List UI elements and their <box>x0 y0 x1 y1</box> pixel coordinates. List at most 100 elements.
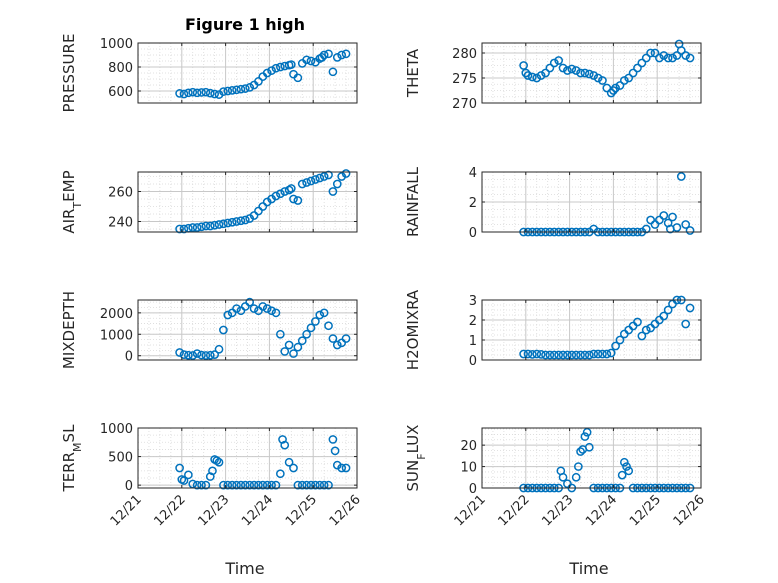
data-point <box>280 440 290 450</box>
data-point <box>227 217 237 227</box>
data-point <box>232 304 241 313</box>
data-point <box>580 350 590 360</box>
data-point <box>214 220 224 229</box>
data-point <box>668 212 677 222</box>
data-point <box>549 350 559 360</box>
data-point <box>175 463 184 473</box>
data-point <box>210 350 219 359</box>
data-point <box>302 480 311 490</box>
data-point <box>184 470 193 480</box>
data-point <box>624 73 634 83</box>
data-point <box>240 215 250 225</box>
data-point <box>582 427 592 437</box>
data-point <box>611 83 620 93</box>
y-axis-label: MIXDEPTH <box>60 291 78 369</box>
data-point <box>663 53 673 63</box>
data-point <box>302 178 311 187</box>
data-point <box>541 350 550 360</box>
data-point <box>633 317 642 327</box>
data-point <box>286 184 296 193</box>
data-point <box>615 335 625 345</box>
x-tick-label: 12/21 <box>452 492 489 529</box>
data-point <box>188 87 198 97</box>
y-axis-label: TERRMSL <box>60 424 84 493</box>
y-tick-label: 2 <box>469 314 477 329</box>
data-point <box>258 480 268 490</box>
data-point <box>249 211 259 220</box>
data-point <box>532 73 542 83</box>
data-point <box>240 302 250 311</box>
data-point <box>554 350 564 360</box>
data-point <box>293 480 303 490</box>
data-point <box>179 89 189 99</box>
data-point <box>188 351 198 360</box>
data-point <box>245 83 255 92</box>
data-point <box>650 220 660 229</box>
data-point <box>311 317 320 326</box>
x-tick-label: 12/21 <box>108 492 145 529</box>
data-point <box>289 463 298 473</box>
data-point <box>315 480 325 490</box>
data-point <box>672 51 682 60</box>
data-point <box>620 457 629 467</box>
data-point <box>276 189 285 199</box>
data-point <box>606 88 616 98</box>
data-point <box>567 350 577 360</box>
data-point <box>685 303 695 313</box>
data-point <box>201 87 211 97</box>
data-point <box>637 58 647 68</box>
data-point <box>284 457 294 467</box>
data-point <box>271 480 281 490</box>
data-point <box>567 64 577 74</box>
x-tick-label: 12/25 <box>627 492 664 529</box>
data-point <box>650 48 660 58</box>
data-point <box>528 350 537 359</box>
data-point <box>306 176 316 186</box>
x-tick-label: 12/26 <box>671 492 708 529</box>
data-point <box>558 472 568 482</box>
data-point <box>337 463 347 473</box>
data-point <box>245 480 255 490</box>
data-point <box>219 480 228 490</box>
data-point <box>306 323 316 333</box>
data-point <box>545 350 555 360</box>
data-point <box>563 66 572 75</box>
data-point <box>219 87 228 96</box>
x-tick-label: 12/23 <box>539 492 576 529</box>
data-point <box>685 53 695 63</box>
data-point <box>536 350 546 359</box>
data-point <box>584 350 594 360</box>
y-axis-label: PRESSURE <box>60 34 78 113</box>
x-tick-label: 12/23 <box>195 492 232 529</box>
data-point <box>179 476 189 485</box>
data-point <box>571 350 581 360</box>
data-point <box>606 348 616 358</box>
data-point <box>223 310 233 320</box>
data-point <box>319 172 329 181</box>
data-point <box>341 463 351 473</box>
data-point <box>576 68 585 78</box>
data-point <box>332 179 342 189</box>
y-axis-label: THETA <box>404 48 422 98</box>
data-point <box>205 88 215 98</box>
data-point <box>521 68 531 78</box>
y-tick-label: 0 <box>469 482 477 497</box>
data-point <box>210 220 219 230</box>
data-point <box>293 196 303 205</box>
data-point <box>676 172 686 181</box>
data-point <box>574 462 583 471</box>
data-point <box>558 350 568 360</box>
data-point <box>633 63 642 73</box>
y-tick-label: 0 <box>469 226 477 241</box>
data-point <box>254 306 263 316</box>
y-axis-label: H2OMIXRA <box>404 289 422 370</box>
data-point <box>549 58 559 68</box>
data-point <box>655 53 664 63</box>
data-point <box>262 68 272 78</box>
data-point <box>641 224 651 234</box>
y-tick-label: 2000 <box>100 307 133 322</box>
data-point <box>245 297 255 307</box>
data-point <box>262 480 272 490</box>
data-point <box>197 88 206 97</box>
